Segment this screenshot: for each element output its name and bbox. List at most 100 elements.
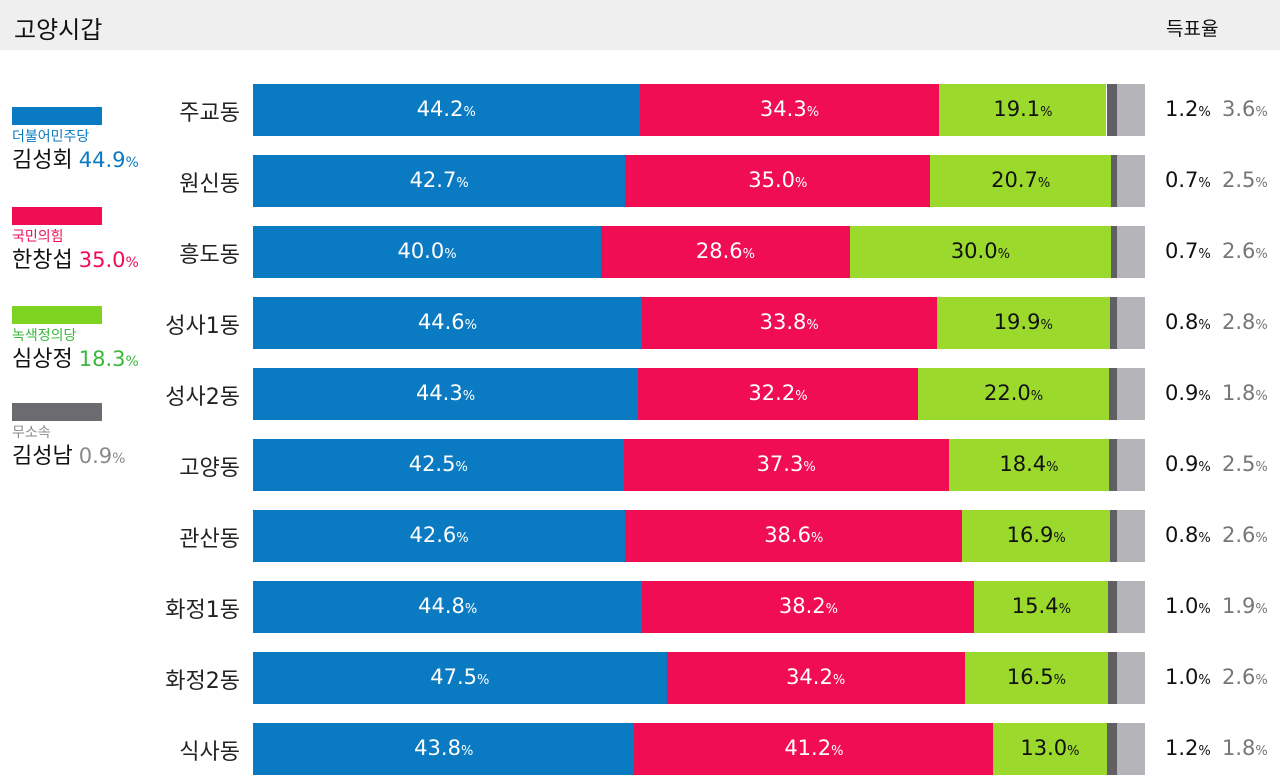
bar-segment-democratic: 42.6% xyxy=(253,510,626,562)
bar-value-label: 38.6% xyxy=(764,523,824,547)
district-label: 성사1동 xyxy=(165,314,240,339)
bar-value-label: 42.6% xyxy=(409,523,469,547)
bar-value-label: 16.5% xyxy=(1006,665,1066,689)
district-label: 식사동 xyxy=(179,740,240,765)
bar-segment-green: 16.9% xyxy=(962,510,1110,562)
bar-segment-green: 30.0% xyxy=(849,226,1111,278)
bar-segment-green: 16.5% xyxy=(964,652,1109,704)
bar-value-label: 37.3% xyxy=(756,452,816,476)
bar-value-label: 33.8% xyxy=(759,310,819,334)
bar-segment-ppp: 38.6% xyxy=(625,510,963,562)
independent-share-label: 1.0% xyxy=(1165,665,1211,689)
bar-value-label: 38.2% xyxy=(778,594,838,618)
bar-value-label: 19.9% xyxy=(993,310,1053,334)
other-share-label: 3.6% xyxy=(1222,97,1268,121)
bar-segment-green: 19.9% xyxy=(936,297,1110,349)
bar-value-label: 15.4% xyxy=(1011,594,1071,618)
bar-value-label: 13.0% xyxy=(1020,736,1080,760)
district-label: 흥도동 xyxy=(179,243,240,268)
bar-segment-ppp: 34.3% xyxy=(639,84,940,136)
stacked-bar: 42.7% 35.0% 20.7% xyxy=(253,155,1117,207)
legend-candidate-name: 김성남 xyxy=(12,444,73,469)
other-share-label: 2.6% xyxy=(1222,239,1268,263)
other-share-label: 1.8% xyxy=(1222,736,1268,760)
bar-value-label: 44.3% xyxy=(415,381,476,405)
bar-segment-democratic: 40.0% xyxy=(253,226,602,278)
district-label: 원신동 xyxy=(179,172,240,197)
bar-segment-independent xyxy=(1108,652,1117,704)
chart-row: 흥도동 40.0% 28.6% 30.0% 0.7% 2.6% xyxy=(0,226,1280,278)
legend-candidate-name: 한창섭 xyxy=(12,248,73,273)
bar-segment-independent xyxy=(1106,84,1117,136)
chart-title: 고양시갑 xyxy=(14,16,103,44)
legend-swatch xyxy=(12,107,102,125)
bar-segment-other xyxy=(1117,510,1145,562)
bar-value-label: 32.2% xyxy=(748,381,808,405)
bar-value-label: 28.6% xyxy=(695,239,756,263)
bar-segment-independent xyxy=(1110,297,1117,349)
legend-swatch xyxy=(12,207,102,225)
bar-segment-green: 22.0% xyxy=(917,368,1110,420)
bar-value-label: 41.2% xyxy=(784,736,844,760)
chart-row: 성사1동 44.6% 33.8% 19.9% 0.8% 2.8% xyxy=(0,297,1280,349)
bar-segment-independent xyxy=(1110,510,1117,562)
stacked-bar: 44.8% 38.2% 15.4% xyxy=(253,581,1117,633)
legend-vote-share: 0.9% xyxy=(78,444,126,468)
bar-segment-other xyxy=(1117,581,1145,633)
stacked-bar: 44.6% 33.8% 19.9% xyxy=(253,297,1117,349)
independent-share-label: 1.2% xyxy=(1165,736,1211,760)
bar-segment-ppp: 28.6% xyxy=(601,226,850,278)
bar-segment-other xyxy=(1117,368,1145,420)
bar-value-label: 44.2% xyxy=(416,97,476,121)
independent-share-label: 0.8% xyxy=(1165,310,1211,334)
legend-party-name: 무소속 xyxy=(12,425,51,441)
other-share-label: 1.8% xyxy=(1222,381,1268,405)
independent-share-label: 0.9% xyxy=(1165,452,1211,476)
stacked-bar: 43.8% 41.2% 13.0% xyxy=(253,723,1117,775)
chart-row: 고양동 42.5% 37.3% 18.4% 0.9% 2.5% xyxy=(0,439,1280,491)
bar-segment-other xyxy=(1117,723,1145,775)
legend-swatch xyxy=(12,403,102,421)
bar-value-label: 30.0% xyxy=(950,239,1010,263)
bar-value-label: 34.3% xyxy=(759,97,820,121)
legend-party-name: 국민의힘 xyxy=(12,229,64,245)
bar-value-label: 34.2% xyxy=(786,665,846,689)
bar-value-label: 47.5% xyxy=(430,665,490,689)
chart-row: 화정1동 44.8% 38.2% 15.4% 1.0% 1.9% xyxy=(0,581,1280,633)
legend-candidate: 김성남 0.9% xyxy=(12,443,162,472)
bar-segment-democratic: 42.7% xyxy=(253,155,626,207)
district-label: 관산동 xyxy=(179,527,240,552)
vote-share-column-title: 득표율 xyxy=(1166,18,1219,40)
bar-segment-independent xyxy=(1106,723,1117,775)
bar-value-label: 42.7% xyxy=(409,168,469,192)
legend-candidate: 한창섭 35.0% xyxy=(12,247,162,276)
bar-segment-other xyxy=(1117,226,1145,278)
bar-segment-independent xyxy=(1108,581,1117,633)
legend-swatch xyxy=(12,306,102,324)
bar-value-label: 19.1% xyxy=(993,97,1053,121)
bar-value-label: 16.9% xyxy=(1006,523,1066,547)
other-share-label: 2.8% xyxy=(1222,310,1268,334)
bar-value-label: 40.0% xyxy=(397,239,457,263)
district-label: 주교동 xyxy=(179,101,240,126)
bar-segment-ppp: 34.2% xyxy=(666,652,965,704)
bar-segment-green: 18.4% xyxy=(948,439,1110,491)
legend-vote-share: 35.0% xyxy=(78,248,139,272)
bar-segment-green: 19.1% xyxy=(939,84,1107,136)
chart-row: 주교동 44.2% 34.3% 19.1% 1.2% 3.6% xyxy=(0,84,1280,136)
bar-segment-ppp: 41.2% xyxy=(634,723,994,775)
legend-vote-share: 44.9% xyxy=(78,148,139,172)
legend-item: 더불어민주당 김성회 44.9% xyxy=(12,107,162,176)
bar-segment-ppp: 33.8% xyxy=(641,297,937,349)
legend-candidate-name: 김성회 xyxy=(12,148,73,173)
legend-candidate: 김성회 44.9% xyxy=(12,147,162,176)
bar-value-label: 42.5% xyxy=(408,452,468,476)
bar-segment-democratic: 42.5% xyxy=(253,439,624,491)
independent-share-label: 0.8% xyxy=(1165,523,1211,547)
independent-share-label: 0.7% xyxy=(1165,239,1211,263)
district-label: 화정1동 xyxy=(165,598,240,623)
stacked-bar: 44.2% 34.3% 19.1% xyxy=(253,84,1117,136)
stacked-bar: 47.5% 34.2% 16.5% xyxy=(253,652,1117,704)
